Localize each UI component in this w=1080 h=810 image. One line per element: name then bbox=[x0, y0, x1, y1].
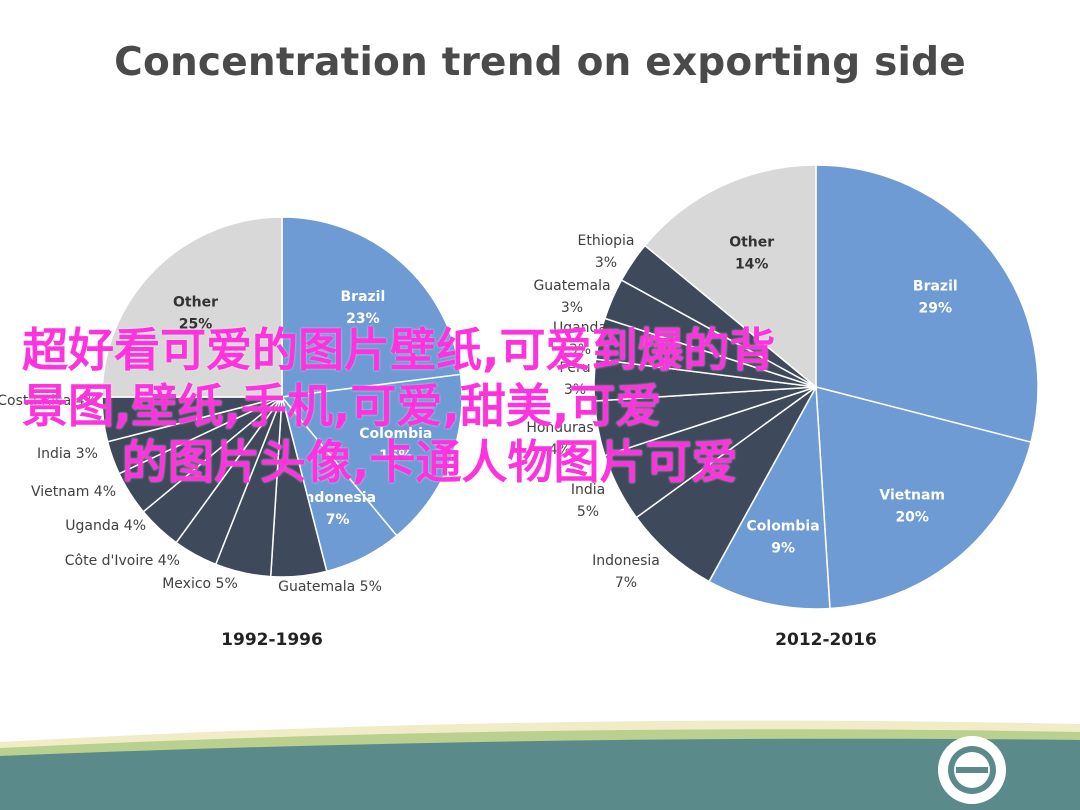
slice-label-other: Other bbox=[173, 295, 218, 311]
footer-band bbox=[0, 720, 1080, 810]
slice-value-vietnam: 20% bbox=[895, 509, 929, 525]
slice-value-ethiopia: 3% bbox=[595, 255, 617, 271]
overlay-line-2: 景图,壁纸,手机,可爱,甜美,可爱 bbox=[22, 379, 662, 433]
slice-label-brazil: Brazil bbox=[913, 279, 958, 295]
slice-vietnam bbox=[815, 386, 1032, 610]
slice-label-honduras: Honduras bbox=[526, 420, 593, 436]
chart-period-label: 2012-2016 bbox=[775, 630, 877, 650]
slice-label-costa-rica: Costa Rica 4% bbox=[0, 393, 98, 409]
pie-chart-1992-1996: Brazil 23% Colombia 16% Indonesia 7% Guatemala… bbox=[0, 216, 463, 650]
slice-colombia bbox=[280, 373, 463, 537]
slice-value-india: 5% bbox=[577, 504, 599, 520]
pie-charts: Brazil 23% Colombia 16% Indonesia 7% Guatemala… bbox=[0, 164, 1039, 650]
logo-icon bbox=[938, 736, 1006, 804]
overlay-line-1: 超好看可爱的图片壁纸,可爱到爆的背 bbox=[22, 323, 776, 377]
slice-label-mexico: Mexico 5% bbox=[162, 576, 238, 592]
overlay-caption: 超好看可爱的图片壁纸,可爱到爆的背 景图,壁纸,手机,可爱,甜美,可爱 的图片头… bbox=[22, 322, 1062, 490]
slice-value-colombia: 9% bbox=[771, 540, 795, 556]
overlay-line-3: 的图片头像,卡通人物图片可爱 bbox=[122, 435, 738, 489]
slice-label-other: Other bbox=[729, 234, 774, 250]
slice-value-uganda: 3% bbox=[569, 342, 591, 358]
slice-value-colombia: 16% bbox=[379, 448, 413, 464]
slice-other bbox=[101, 216, 283, 398]
slice-label-vietnam: Vietnam 4% bbox=[31, 484, 116, 500]
slice-label-colombia: Colombia bbox=[747, 518, 820, 534]
slice-brazil bbox=[281, 216, 462, 398]
slice-label-ethiopia: Ethiopia bbox=[577, 233, 634, 249]
slice-label-uganda: Uganda 4% bbox=[65, 518, 146, 534]
slice-value-indonesia: 7% bbox=[326, 512, 350, 528]
pie-chart-2012-2016: Brazil 29% Vietnam 20% Colombia 9% Indonesia 7%… bbox=[526, 164, 1039, 650]
slice-label-brazil: Brazil bbox=[341, 289, 386, 305]
slice-label-india: India 3% bbox=[37, 446, 98, 462]
slice-label-uganda: Uganda bbox=[553, 320, 607, 336]
slice-value-indonesia: 7% bbox=[615, 575, 637, 591]
chart-period-label: 1992-1996 bbox=[221, 630, 323, 650]
slice-label-indonesia: Indonesia bbox=[592, 553, 660, 569]
slice-value-peru: 3% bbox=[564, 382, 586, 398]
slice-label-c-te-d-ivoire: Côte d'Ivoire 4% bbox=[65, 553, 180, 569]
slice-label-guatemala: Guatemala bbox=[533, 278, 610, 294]
slice-other bbox=[643, 164, 817, 389]
slice-label-colombia: Colombia bbox=[359, 426, 432, 442]
slice-label-guatemala: Guatemala 5% bbox=[278, 579, 382, 595]
slice-label-vietnam: Vietnam bbox=[879, 487, 945, 503]
slice-value-other: 25% bbox=[179, 317, 213, 333]
slice-label-peru: Peru bbox=[559, 360, 590, 376]
footer-teal-band bbox=[0, 738, 1080, 810]
slide-title: Concentration trend on exporting side bbox=[114, 40, 966, 85]
slice-brazil bbox=[815, 164, 1039, 444]
slice-value-other: 14% bbox=[735, 256, 769, 272]
slice-label-india: India bbox=[571, 482, 605, 498]
slice-value-brazil: 23% bbox=[346, 311, 380, 327]
slice-label-indonesia: Indonesia bbox=[299, 490, 376, 506]
slice-value-brazil: 29% bbox=[919, 301, 953, 317]
slice-value-honduras: 4% bbox=[549, 442, 571, 458]
slice-value-guatemala: 3% bbox=[561, 300, 583, 316]
slice-colombia bbox=[708, 384, 831, 610]
